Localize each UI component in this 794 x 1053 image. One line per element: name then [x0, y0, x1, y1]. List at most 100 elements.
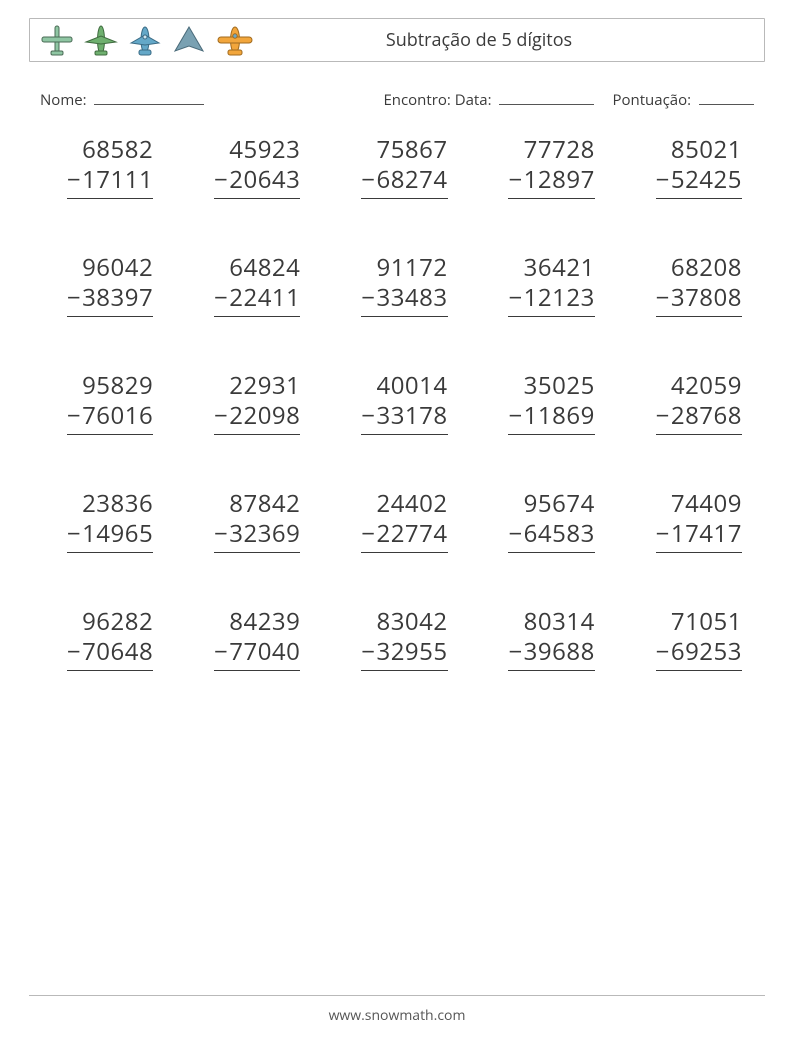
plane-icon-5 [216, 23, 254, 57]
operator: − [656, 399, 670, 432]
subtraction-problem: 42059−28768 [633, 371, 750, 435]
subtrahend: −33178 [361, 401, 447, 435]
subtrahend: −11869 [508, 401, 594, 435]
subtraction-problem: 36421−12123 [486, 253, 603, 317]
minuend: 24402 [376, 489, 447, 519]
plane-icon-4 [172, 23, 206, 57]
operator: − [361, 399, 375, 432]
operator: − [656, 163, 670, 196]
operator: − [67, 517, 81, 550]
subtrahend: −22774 [361, 519, 447, 553]
subtraction-problem: 68208−37808 [633, 253, 750, 317]
minuend: 91172 [376, 253, 447, 283]
subtrahend: −32369 [214, 519, 300, 553]
operator: − [656, 281, 670, 314]
subtraction-problem: 68582−17111 [44, 135, 161, 199]
problems-grid: 68582−1711145923−2064375867−6827477728−1… [44, 135, 750, 671]
name-field: Nome: [40, 88, 383, 110]
minuend: 68208 [671, 253, 742, 283]
subtraction-problem: 22931−22098 [191, 371, 308, 435]
subtrahend: −32955 [361, 637, 447, 671]
header-bar: Subtração de 5 dígitos [29, 18, 765, 62]
encounter-label: Encontro: Data: [383, 90, 491, 110]
minuend: 83042 [376, 607, 447, 637]
subtraction-problem: 64824−22411 [191, 253, 308, 317]
minuend: 85021 [671, 135, 742, 165]
operator: − [508, 517, 522, 550]
operator: − [508, 635, 522, 668]
worksheet-title: Subtração de 5 dígitos [254, 28, 764, 52]
minuend: 22931 [229, 371, 300, 401]
minuend: 87842 [229, 489, 300, 519]
operator: − [361, 163, 375, 196]
subtrahend: −39688 [508, 637, 594, 671]
subtraction-problem: 40014−33178 [338, 371, 455, 435]
subtrahend: −17417 [656, 519, 742, 553]
subtrahend: −12123 [508, 283, 594, 317]
name-underline [94, 88, 204, 105]
plane-icon-3 [128, 23, 162, 57]
subtraction-problem: 24402−22774 [338, 489, 455, 553]
footer: www.snowmath.com [29, 995, 765, 1025]
minuend: 64824 [229, 253, 300, 283]
subtrahend: −64583 [508, 519, 594, 553]
minuend: 95829 [82, 371, 153, 401]
plane-icon-1 [40, 23, 74, 57]
subtraction-problem: 71051−69253 [633, 607, 750, 671]
operator: − [361, 517, 375, 550]
operator: − [67, 399, 81, 432]
subtraction-problem: 96042−38397 [44, 253, 161, 317]
subtrahend: −22098 [214, 401, 300, 435]
subtraction-problem: 85021−52425 [633, 135, 750, 199]
footer-text: www.snowmath.com [329, 1006, 466, 1025]
subtrahend: −68274 [361, 165, 447, 199]
subtrahend: −77040 [214, 637, 300, 671]
subtraction-problem: 95674−64583 [486, 489, 603, 553]
minuend: 84239 [229, 607, 300, 637]
operator: − [508, 163, 522, 196]
subtrahend: −52425 [656, 165, 742, 199]
subtrahend: −38397 [67, 283, 153, 317]
encounter-field: Encontro: Data: [383, 88, 594, 110]
subtraction-problem: 87842−32369 [191, 489, 308, 553]
operator: − [214, 281, 228, 314]
minuend: 23836 [82, 489, 153, 519]
minuend: 68582 [82, 135, 153, 165]
subtrahend: −12897 [508, 165, 594, 199]
subtrahend: −70648 [67, 637, 153, 671]
minuend: 77728 [524, 135, 595, 165]
subtrahend: −28768 [656, 401, 742, 435]
subtraction-problem: 96282−70648 [44, 607, 161, 671]
subtrahend: −17111 [67, 165, 153, 199]
score-field: Pontuação: [612, 88, 754, 110]
minuend: 75867 [376, 135, 447, 165]
meta-row: Nome: Encontro: Data: Pontuação: [40, 88, 754, 110]
minuend: 74409 [671, 489, 742, 519]
operator: − [67, 635, 81, 668]
name-label: Nome: [40, 90, 87, 110]
minuend: 71051 [671, 607, 742, 637]
operator: − [508, 281, 522, 314]
minuend: 96282 [82, 607, 153, 637]
minuend: 35025 [524, 371, 595, 401]
operator: − [361, 635, 375, 668]
minuend: 40014 [376, 371, 447, 401]
minuend: 95674 [524, 489, 595, 519]
subtraction-problem: 75867−68274 [338, 135, 455, 199]
subtrahend: −20643 [214, 165, 300, 199]
plane-icon-2 [84, 23, 118, 57]
operator: − [214, 635, 228, 668]
plane-icons [30, 23, 254, 57]
subtraction-problem: 95829−76016 [44, 371, 161, 435]
minuend: 80314 [524, 607, 595, 637]
operator: − [67, 281, 81, 314]
operator: − [214, 517, 228, 550]
subtrahend: −22411 [214, 283, 300, 317]
subtraction-problem: 77728−12897 [486, 135, 603, 199]
operator: − [656, 635, 670, 668]
subtraction-problem: 80314−39688 [486, 607, 603, 671]
subtraction-problem: 45923−20643 [191, 135, 308, 199]
subtrahend: −76016 [67, 401, 153, 435]
subtrahend: −14965 [67, 519, 153, 553]
subtraction-problem: 84239−77040 [191, 607, 308, 671]
